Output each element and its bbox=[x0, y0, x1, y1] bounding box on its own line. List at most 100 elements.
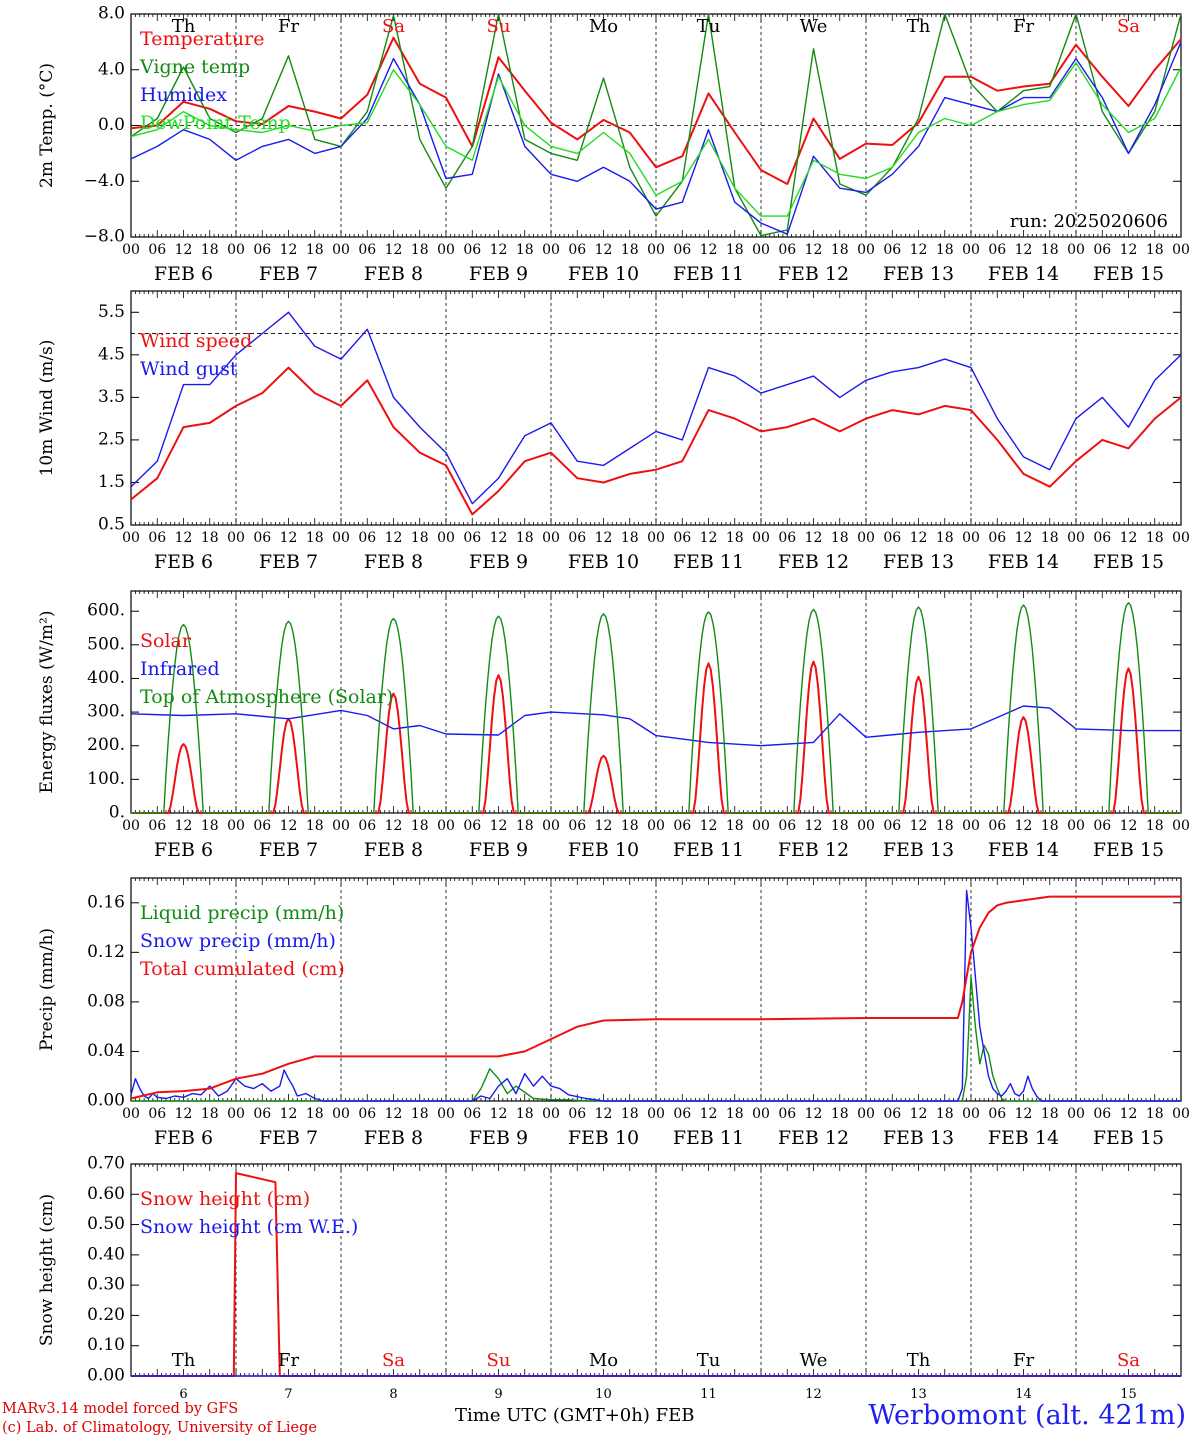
flux-date-label: FEB 10 bbox=[568, 839, 639, 861]
temp-ytick-label: −4.0 bbox=[84, 171, 125, 191]
flux-hour-label: 18 bbox=[726, 818, 744, 834]
snow-ytick-label: 0.30 bbox=[87, 1275, 125, 1295]
snow-legend-snow-height-cm-w-e-: Snow height (cm W.E.) bbox=[140, 1216, 358, 1238]
snow-weekday-label: Sa bbox=[382, 1350, 405, 1371]
x-axis-title-text: Time UTC (GMT+0h) bbox=[455, 1405, 650, 1426]
temp-ytick-label: −8.0 bbox=[84, 227, 125, 247]
wind-hour-label: 18 bbox=[1041, 530, 1059, 546]
snow-day-number: 11 bbox=[700, 1387, 717, 1402]
precip-series-total-cumulated-cm- bbox=[130, 895, 1181, 1100]
precip-hour-label: 06 bbox=[883, 1106, 901, 1122]
wind-hour-label: 00 bbox=[227, 530, 245, 546]
flux-hour-label: 12 bbox=[175, 818, 193, 834]
snow-day-number: 14 bbox=[1015, 1387, 1032, 1402]
wind-hour-label: 12 bbox=[280, 530, 298, 546]
flux-ytick-label: 200. bbox=[87, 735, 125, 755]
precip-date-label: FEB 6 bbox=[154, 1127, 213, 1149]
wind-date-label: FEB 13 bbox=[883, 551, 954, 573]
wind-date-label: FEB 15 bbox=[1093, 551, 1164, 573]
flux-hour-label: 00 bbox=[1172, 818, 1190, 834]
flux-ylabel: Energy fluxes (W/m²) bbox=[37, 611, 57, 794]
wind-date-label: FEB 11 bbox=[673, 551, 744, 573]
precip-hour-label: 06 bbox=[988, 1106, 1006, 1122]
flux-hour-label: 12 bbox=[805, 818, 823, 834]
wind-hour-label: 18 bbox=[201, 530, 219, 546]
wind-legend-wind-gust: Wind gust bbox=[140, 358, 238, 380]
snow-day-number: 10 bbox=[595, 1387, 612, 1402]
precip-ytick-label: 0.12 bbox=[87, 942, 125, 962]
flux-ytick-label: 400. bbox=[87, 668, 125, 688]
temp-hour-label: 06 bbox=[988, 242, 1006, 258]
temp-hour-label: 06 bbox=[358, 242, 376, 258]
temp-weekday-label: Th bbox=[907, 16, 931, 37]
temp-weekday-label: Sa bbox=[1117, 16, 1140, 37]
temp-hour-label: 00 bbox=[1172, 242, 1190, 258]
wind-hour-label: 12 bbox=[1120, 530, 1138, 546]
wind-series-wind-gust bbox=[130, 311, 1182, 505]
snow-legend-snow-height-cm-: Snow height (cm) bbox=[140, 1188, 310, 1210]
flux-hour-label: 06 bbox=[673, 818, 691, 834]
precip-legend-snow-precip-mm-h-: Snow precip (mm/h) bbox=[140, 930, 336, 952]
wind-hour-label: 12 bbox=[385, 530, 403, 546]
snow-weekday-label: Fr bbox=[278, 1350, 299, 1371]
temp-weekday-label: We bbox=[800, 16, 828, 37]
wind-ytick-label: 2.5 bbox=[98, 429, 125, 449]
wind-hour-label: 18 bbox=[831, 530, 849, 546]
flux-hour-label: 06 bbox=[148, 818, 166, 834]
snow-weekday-label: Su bbox=[487, 1350, 511, 1371]
precip-hour-label: 12 bbox=[595, 1106, 613, 1122]
temp-weekday-label: Fr bbox=[1013, 16, 1034, 37]
temp-date-label: FEB 9 bbox=[469, 263, 528, 285]
precip-hour-label: 00 bbox=[227, 1106, 245, 1122]
temp-hour-label: 12 bbox=[910, 242, 928, 258]
precip-hour-label: 12 bbox=[805, 1106, 823, 1122]
temp-weekday-label: Fr bbox=[278, 16, 299, 37]
snow-weekday-label: Th bbox=[907, 1350, 931, 1371]
temp-hour-label: 12 bbox=[700, 242, 718, 258]
wind-hour-label: 12 bbox=[910, 530, 928, 546]
flux-legend-infrared: Infrared bbox=[140, 658, 220, 680]
temp-date-label: FEB 6 bbox=[154, 263, 213, 285]
temp-hour-label: 06 bbox=[673, 242, 691, 258]
flux-ytick-label: 500. bbox=[87, 634, 125, 654]
precip-hour-label: 18 bbox=[831, 1106, 849, 1122]
temp-date-label: FEB 11 bbox=[673, 263, 744, 285]
wind-hour-label: 12 bbox=[595, 530, 613, 546]
flux-hour-label: 00 bbox=[857, 818, 875, 834]
flux-ytick-label: 100. bbox=[87, 769, 125, 789]
wind-ytick-label: 0.5 bbox=[98, 515, 125, 535]
flux-date-label: FEB 11 bbox=[673, 839, 744, 861]
snow-weekday-label: Fr bbox=[1013, 1350, 1034, 1371]
precip-date-label: FEB 13 bbox=[883, 1127, 954, 1149]
precip-legend-total-cumulated-cm-: Total cumulated (cm) bbox=[140, 958, 345, 980]
snow-day-number: 9 bbox=[494, 1387, 502, 1402]
temp-hour-label: 18 bbox=[831, 242, 849, 258]
wind-hour-label: 00 bbox=[647, 530, 665, 546]
flux-ytick-label: 600. bbox=[87, 601, 125, 621]
precip-hour-label: 06 bbox=[778, 1106, 796, 1122]
temp-hour-label: 12 bbox=[1015, 242, 1033, 258]
temp-hour-label: 18 bbox=[516, 242, 534, 258]
flux-hour-label: 06 bbox=[988, 818, 1006, 834]
temp-legend-temperature: Temperature bbox=[140, 28, 264, 50]
temp-hour-label: 06 bbox=[1093, 242, 1111, 258]
panel-snow bbox=[130, 1163, 1182, 1377]
temp-hour-label: 00 bbox=[857, 242, 875, 258]
precip-hour-label: 00 bbox=[647, 1106, 665, 1122]
precip-hour-label: 06 bbox=[1093, 1106, 1111, 1122]
flux-date-label: FEB 12 bbox=[778, 839, 849, 861]
wind-hour-label: 06 bbox=[463, 530, 481, 546]
flux-hour-label: 18 bbox=[936, 818, 954, 834]
flux-hour-label: 06 bbox=[778, 818, 796, 834]
wind-date-label: FEB 12 bbox=[778, 551, 849, 573]
flux-hour-label: 12 bbox=[595, 818, 613, 834]
temp-hour-label: 18 bbox=[201, 242, 219, 258]
wind-hour-label: 06 bbox=[358, 530, 376, 546]
temp-hour-label: 00 bbox=[752, 242, 770, 258]
precip-hour-label: 00 bbox=[857, 1106, 875, 1122]
flux-hour-label: 06 bbox=[463, 818, 481, 834]
flux-date-label: FEB 9 bbox=[469, 839, 528, 861]
temp-series-humidex bbox=[130, 41, 1182, 235]
flux-hour-label: 18 bbox=[1041, 818, 1059, 834]
